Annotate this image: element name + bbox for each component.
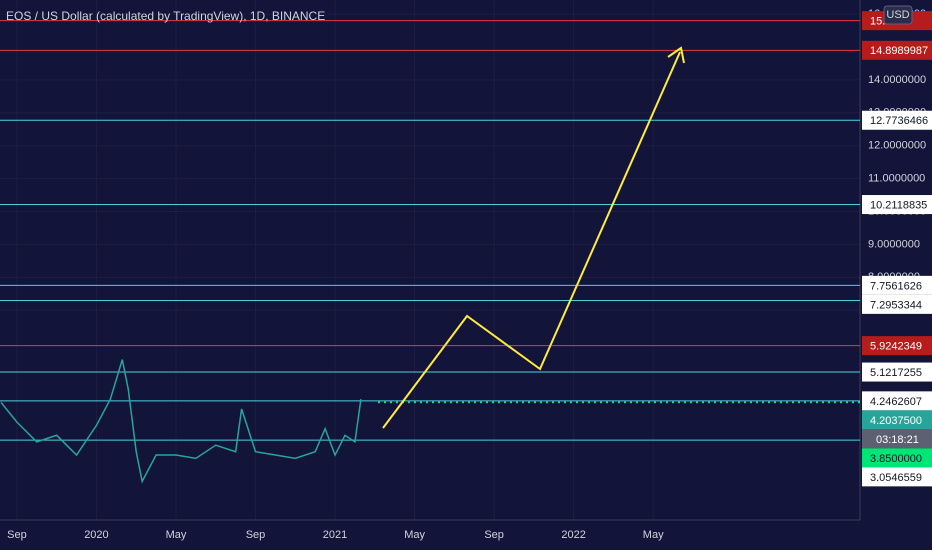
level-label: 4.2037500 [870,415,922,427]
currency-button[interactable] [883,5,913,25]
level-label: 3.0546559 [870,472,922,484]
level-label: 10.2118835 [870,199,927,211]
level-label-box [862,195,932,215]
projection-arrow [382,51,681,429]
y-tick-label: 11.0000000 [868,173,925,185]
price-line [0,359,362,484]
countdown: 03:18:21 [876,434,919,446]
x-tick-label: May [643,529,664,541]
x-tick-label: May [166,529,187,541]
level-label-box [862,448,932,468]
level-label: 7.7561626 [870,280,922,292]
level-label: 5.1217255 [870,367,922,379]
x-tick-label: Sep [484,529,504,541]
level-label-box [862,391,932,411]
level-label-box [862,410,932,430]
level-label-box [862,40,932,60]
y-tick-label: 12.0000000 [868,140,926,152]
x-tick-label: Sep [246,529,266,541]
level-label: 14.8989987 [870,45,928,57]
level-label-box [862,294,932,314]
y-tick-label: 14.0000000 [868,74,926,86]
level-label-box [862,467,932,487]
x-tick-label: May [404,529,425,541]
x-tick-label: 2022 [561,529,585,541]
x-tick-label: 2021 [323,529,347,541]
levels [0,20,860,441]
level-label: 7.2953344 [870,299,922,311]
axis: Sep2020MaySep2021MaySep2022May7.00000008… [7,8,932,541]
arrow-head [667,46,685,64]
grid [0,0,860,520]
x-tick-label: 2020 [84,529,108,541]
level-label: 12.7736466 [870,115,928,127]
level-label: 4.2462607 [870,396,922,408]
level-label-box [862,110,932,130]
chart-title: EOS / US Dollar (calculated by TradingVi… [6,9,325,23]
level-label-box [862,275,932,295]
y-tick-label: 9.0000000 [868,238,920,250]
x-tick-label: Sep [7,529,27,541]
level-label-box [862,362,932,382]
level-label-box [862,336,932,356]
level-label: 3.8500000 [870,453,922,465]
countdown-box [862,429,932,449]
level-label: 5.9242349 [870,341,922,353]
price [0,359,362,484]
currency[interactable]: USD [886,9,909,21]
